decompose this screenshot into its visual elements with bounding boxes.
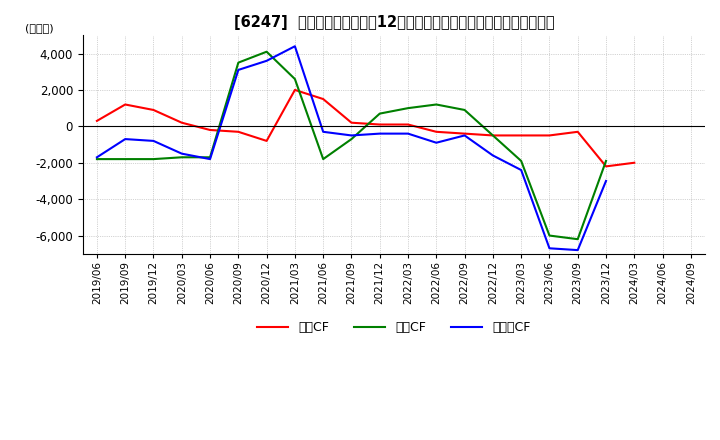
投資CF bbox=[206, 154, 215, 160]
投資CF bbox=[319, 157, 328, 162]
フリーCF bbox=[319, 129, 328, 135]
営業CF bbox=[489, 133, 498, 138]
営業CF bbox=[432, 129, 441, 135]
投資CF bbox=[602, 158, 611, 164]
フリーCF bbox=[291, 44, 300, 49]
フリーCF bbox=[177, 151, 186, 156]
営業CF bbox=[602, 164, 611, 169]
フリーCF bbox=[404, 131, 413, 136]
フリーCF bbox=[432, 140, 441, 145]
投資CF bbox=[121, 157, 130, 162]
営業CF bbox=[375, 122, 384, 127]
投資CF bbox=[93, 157, 102, 162]
フリーCF bbox=[602, 178, 611, 183]
投資CF bbox=[291, 77, 300, 82]
営業CF bbox=[573, 129, 582, 135]
フリーCF bbox=[262, 58, 271, 63]
営業CF bbox=[206, 127, 215, 132]
投資CF bbox=[489, 133, 498, 138]
フリーCF bbox=[573, 247, 582, 253]
Legend: 営業CF, 投資CF, フリーCF: 営業CF, 投資CF, フリーCF bbox=[252, 316, 536, 339]
フリーCF bbox=[121, 136, 130, 142]
フリーCF bbox=[460, 133, 469, 138]
営業CF bbox=[319, 96, 328, 102]
フリーCF bbox=[347, 133, 356, 138]
投資CF bbox=[177, 154, 186, 160]
Line: フリーCF: フリーCF bbox=[97, 46, 606, 250]
投資CF bbox=[460, 107, 469, 113]
営業CF bbox=[545, 133, 554, 138]
フリーCF bbox=[517, 167, 526, 172]
営業CF bbox=[347, 120, 356, 125]
フリーCF bbox=[93, 154, 102, 160]
投資CF bbox=[545, 233, 554, 238]
営業CF bbox=[517, 133, 526, 138]
営業CF bbox=[121, 102, 130, 107]
投資CF bbox=[149, 157, 158, 162]
フリーCF bbox=[545, 246, 554, 251]
営業CF bbox=[149, 107, 158, 113]
営業CF bbox=[177, 120, 186, 125]
Text: (百万円): (百万円) bbox=[25, 23, 53, 33]
営業CF bbox=[404, 122, 413, 127]
投資CF bbox=[432, 102, 441, 107]
フリーCF bbox=[375, 131, 384, 136]
投資CF bbox=[573, 237, 582, 242]
投資CF bbox=[375, 111, 384, 116]
営業CF bbox=[262, 138, 271, 143]
営業CF bbox=[630, 160, 639, 165]
営業CF bbox=[234, 129, 243, 135]
投資CF bbox=[347, 136, 356, 142]
フリーCF bbox=[234, 67, 243, 73]
投資CF bbox=[262, 49, 271, 55]
営業CF bbox=[460, 131, 469, 136]
フリーCF bbox=[149, 138, 158, 143]
営業CF bbox=[291, 87, 300, 92]
投資CF bbox=[404, 106, 413, 111]
営業CF bbox=[93, 118, 102, 124]
投資CF bbox=[517, 158, 526, 164]
投資CF bbox=[234, 60, 243, 65]
フリーCF bbox=[489, 153, 498, 158]
Line: 投資CF: 投資CF bbox=[97, 52, 606, 239]
フリーCF bbox=[206, 157, 215, 162]
Title: [6247]  キャッシュフローの12か月移動合計の対前年同期増減額の推移: [6247] キャッシュフローの12か月移動合計の対前年同期増減額の推移 bbox=[233, 15, 554, 30]
Line: 営業CF: 営業CF bbox=[97, 90, 634, 166]
